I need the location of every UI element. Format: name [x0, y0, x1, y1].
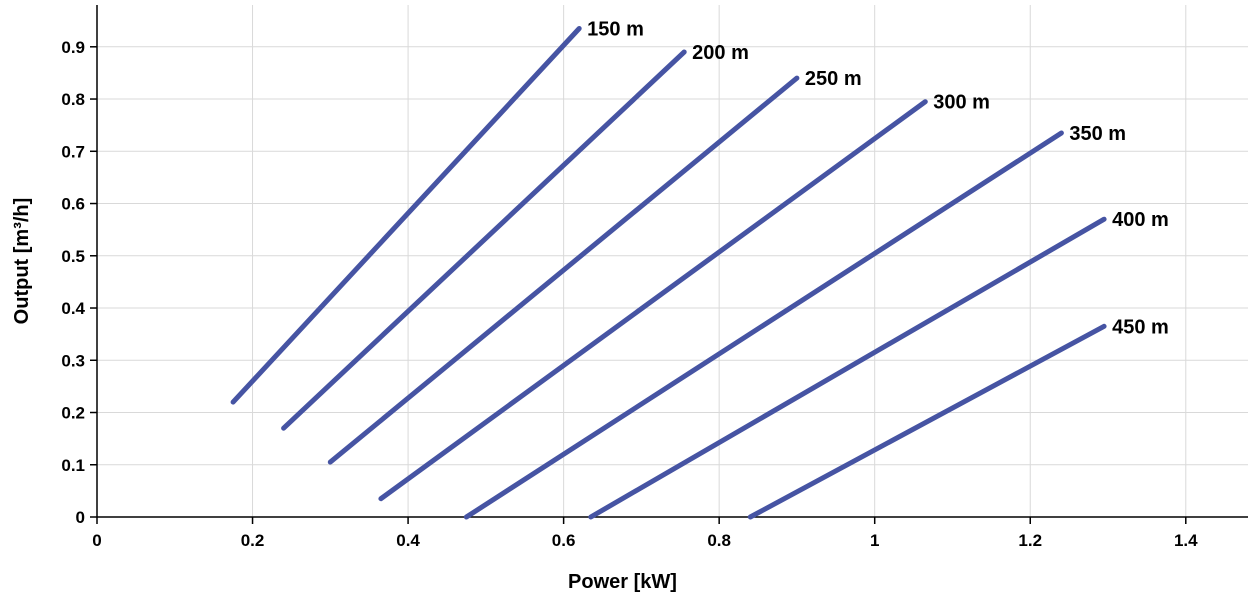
series-line-4 — [378, 99, 928, 502]
y-tick-label: 0.1 — [61, 456, 85, 475]
series-label-5: 350 m — [1069, 123, 1126, 145]
x-tick-label: 1.4 — [1174, 531, 1198, 550]
series-line-6 — [588, 216, 1107, 520]
axes: 0 0.2 0.4 0.6 0.8 1 1.2 1.4 0 0.1 0.2 0.3 0.4 0.5 0.6 0… — [61, 5, 1248, 550]
series-label-1: 150 m — [587, 19, 644, 41]
series-lines — [230, 26, 1107, 520]
series-line-2 — [281, 49, 687, 431]
series-label-2: 200 m — [692, 42, 749, 64]
series-label-3: 250 m — [805, 68, 862, 90]
x-tick-label: 0.4 — [396, 531, 420, 550]
series-label-6: 400 m — [1112, 209, 1169, 231]
y-tick-label: 0.6 — [61, 195, 85, 214]
y-tick-label: 0.9 — [61, 38, 85, 57]
x-tick-label: 1 — [870, 531, 879, 550]
y-tick-label: 0.5 — [61, 247, 85, 266]
series-label-7: 450 m — [1112, 316, 1169, 338]
x-tick-label: 0 — [92, 531, 101, 550]
x-tick-label: 0.2 — [241, 531, 265, 550]
series-line-5 — [463, 130, 1064, 520]
x-tick-label: 0.8 — [707, 531, 731, 550]
y-tick-label: 0.2 — [61, 404, 85, 423]
x-axis-title: Power [kW] — [568, 571, 677, 593]
y-axis-title: Output [m³/h] — [11, 198, 33, 325]
series-line-7 — [747, 323, 1107, 520]
y-tick-label: 0.8 — [61, 90, 85, 109]
series-line-3 — [327, 75, 800, 465]
grid — [97, 5, 1248, 517]
y-tick-label: 0.4 — [61, 299, 85, 318]
series-label-4: 300 m — [933, 92, 990, 114]
series-labels: 150 m 200 m 250 m 300 m 350 m 400 m 450 m — [587, 19, 1169, 339]
y-tick-label: 0.7 — [61, 142, 85, 161]
x-tick-label: 1.2 — [1018, 531, 1042, 550]
y-tick-label: 0.3 — [61, 351, 85, 370]
series-line-1 — [230, 26, 582, 405]
x-tick-label: 0.6 — [552, 531, 576, 550]
y-tick-label: 0 — [76, 508, 85, 527]
